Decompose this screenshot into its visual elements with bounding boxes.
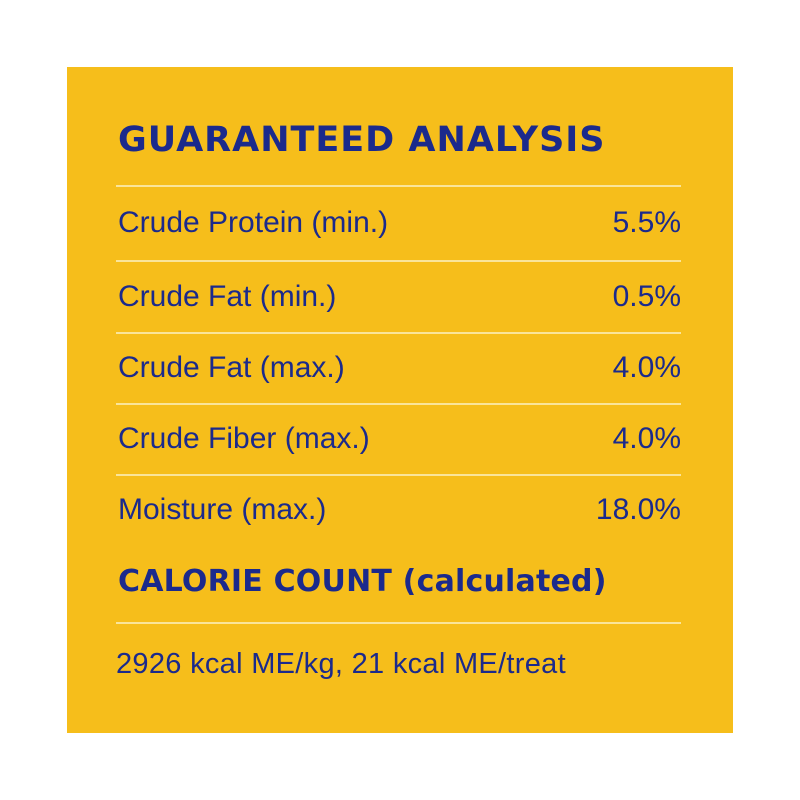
nutrient-value: 4.0%	[612, 422, 681, 455]
nutrient-label: Moisture (max.)	[118, 493, 327, 526]
divider	[116, 403, 681, 405]
analysis-row-crude-fat-max: Crude Fat (max.) 4.0%	[118, 348, 681, 388]
nutrient-label: Crude Fiber (max.)	[118, 422, 370, 455]
guaranteed-analysis-panel: GUARANTEED ANALYSIS Crude Protein (min.)…	[67, 67, 733, 733]
nutrient-value: 18.0%	[595, 493, 681, 526]
divider	[116, 474, 681, 476]
analysis-row-crude-fiber-max: Crude Fiber (max.) 4.0%	[118, 419, 681, 459]
nutrient-label: Crude Fat (max.)	[118, 351, 345, 384]
analysis-row-crude-protein-min: Crude Protein (min.) 5.5%	[118, 203, 681, 243]
nutrient-value: 5.5%	[612, 206, 681, 239]
nutrient-value: 4.0%	[612, 351, 681, 384]
analysis-row-moisture-max: Moisture (max.) 18.0%	[118, 490, 681, 530]
nutrient-label: Crude Fat (min.)	[118, 280, 337, 313]
divider	[116, 332, 681, 334]
nutrient-value: 0.5%	[612, 280, 681, 313]
nutrient-label: Crude Protein (min.)	[118, 206, 389, 239]
calorie-count-value: 2926 kcal ME/kg, 21 kcal ME/treat	[116, 648, 566, 680]
analysis-row-crude-fat-min: Crude Fat (min.) 0.5%	[118, 277, 681, 317]
guaranteed-analysis-heading: GUARANTEED ANALYSIS	[118, 120, 606, 160]
calorie-count-heading: CALORIE COUNT (calculated)	[118, 564, 607, 599]
divider	[116, 622, 681, 624]
divider	[116, 260, 681, 262]
divider	[116, 185, 681, 187]
